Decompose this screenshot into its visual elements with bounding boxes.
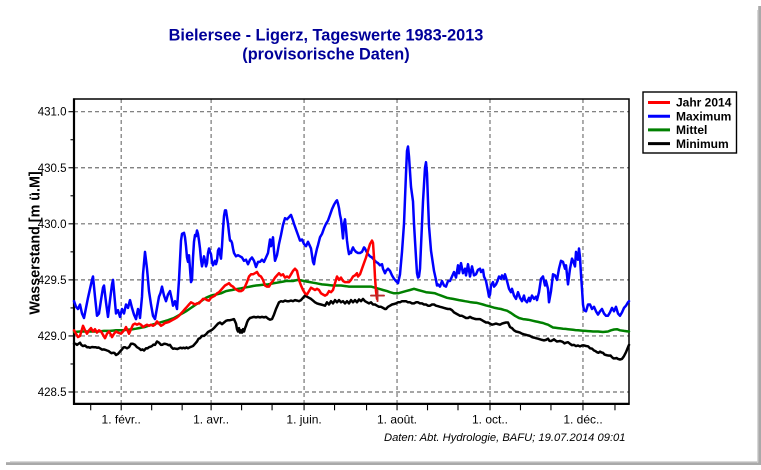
svg-text:Jahr 2014: Jahr 2014: [676, 96, 732, 110]
svg-text:Minimum: Minimum: [676, 137, 729, 151]
svg-text:430.0: 430.0: [38, 219, 67, 231]
svg-text:Daten: Abt. Hydrologie, BAFU;: Daten: Abt. Hydrologie, BAFU; 19.07.2014…: [384, 432, 626, 444]
svg-text:1. avr..: 1. avr..: [193, 413, 229, 427]
svg-text:1. août.: 1. août.: [377, 413, 417, 427]
svg-text:Mittel: Mittel: [676, 123, 707, 137]
svg-text:429.0: 429.0: [38, 331, 67, 343]
svg-text:1. oct..: 1. oct..: [472, 413, 508, 427]
svg-text:Maximum: Maximum: [676, 109, 731, 123]
svg-text:1. juin.: 1. juin.: [286, 413, 321, 427]
svg-text:(provisorische Daten): (provisorische Daten): [242, 46, 409, 64]
svg-text:429.5: 429.5: [38, 275, 67, 287]
svg-text:1. févr..: 1. févr..: [102, 413, 141, 427]
svg-text:Bielersee - Ligerz, Tageswerte: Bielersee - Ligerz, Tageswerte 1983-2013: [169, 26, 484, 44]
svg-text:431.0: 431.0: [38, 107, 67, 119]
svg-text:Wasserstand [m ü.M]: Wasserstand [m ü.M]: [28, 171, 44, 314]
svg-text:428.5: 428.5: [38, 387, 67, 399]
svg-text:430.5: 430.5: [38, 163, 67, 175]
svg-text:1. déc..: 1. déc..: [563, 413, 602, 427]
